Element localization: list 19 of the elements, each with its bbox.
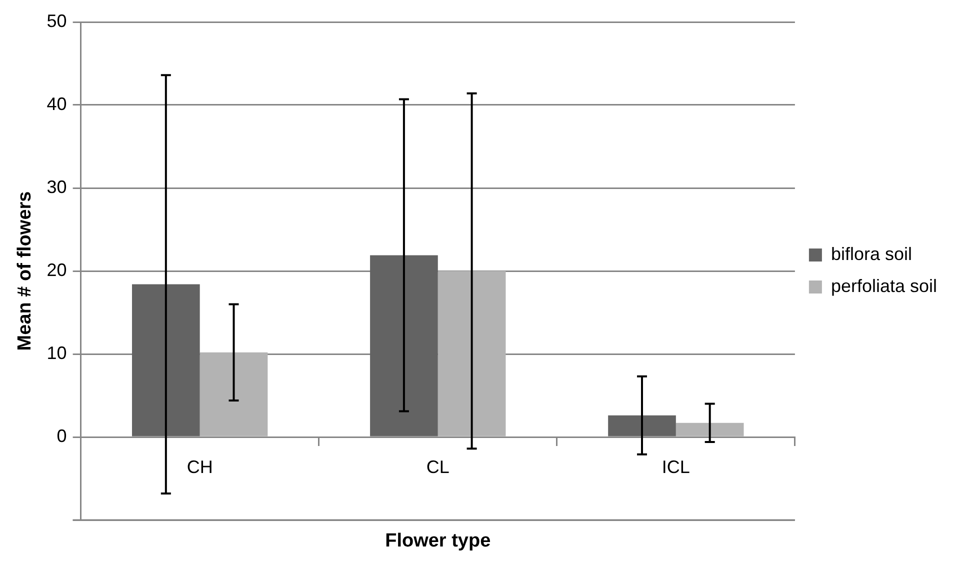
x-tick-label: CH	[186, 456, 213, 477]
bar	[370, 255, 438, 436]
y-tick-label: 20	[46, 260, 67, 280]
bar	[608, 415, 676, 436]
x-tick-label: CL	[426, 456, 450, 477]
y-tick-label: 30	[46, 176, 67, 197]
y-tick-label: 10	[46, 342, 67, 363]
y-tick-label: 40	[46, 94, 67, 114]
y-tick-label: 0	[56, 426, 67, 446]
y-axis-title: Mean # of flowers	[14, 191, 36, 351]
y-tick-label: 50	[46, 10, 67, 31]
legend-label: perfoliata soil	[830, 276, 938, 296]
bar	[438, 271, 506, 436]
bar	[132, 284, 200, 436]
bar	[200, 352, 268, 436]
x-tick-label: ICL	[662, 456, 690, 477]
bar	[676, 422, 744, 436]
x-axis-title: Flower type	[385, 530, 491, 552]
legend-label: biflora soil	[830, 244, 912, 264]
